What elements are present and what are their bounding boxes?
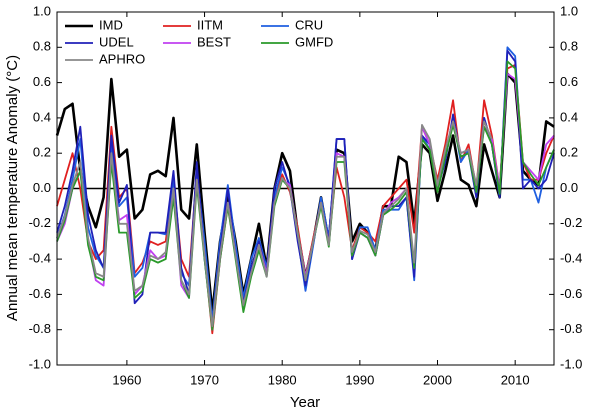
legend-label: IITM [197, 17, 223, 32]
x-tick-label: 1970 [190, 372, 219, 387]
y-tick-label: -0.4 [29, 251, 51, 266]
y2-tick-label: 0.0 [560, 180, 578, 195]
y-tick-label: -0.8 [29, 321, 51, 336]
y2-tick-label: -0.6 [560, 286, 582, 301]
x-tick-label: 2010 [501, 372, 530, 387]
y2-tick-label: -0.2 [560, 215, 582, 230]
legend-label: UDEL [99, 34, 134, 49]
y-tick-label: 0.8 [33, 39, 51, 54]
x-tick-label: 1990 [345, 372, 374, 387]
x-tick-label: 2000 [423, 372, 452, 387]
y-tick-label: -0.6 [29, 286, 51, 301]
plot-frame [56, 11, 555, 366]
y2-tick-label: 0.8 [560, 39, 578, 54]
y2-tick-label: -0.4 [560, 251, 582, 266]
y-tick-label: 0.0 [33, 180, 51, 195]
y-tick-label: 0.4 [33, 109, 51, 124]
legend-label: GMFD [295, 34, 333, 49]
y2-tick-label: 0.2 [560, 145, 578, 160]
legend-label: CRU [295, 17, 323, 32]
y-tick-label: -1.0 [29, 356, 51, 371]
series-line [56, 120, 493, 328]
x-axis-label: Year [290, 394, 320, 411]
legend-label: APHRO [99, 51, 145, 66]
legend-label: BEST [197, 34, 231, 49]
y2-tick-label: -0.8 [560, 321, 582, 336]
y2-tick-label: -1.0 [560, 356, 582, 371]
y-axis-label: Annual mean temperature Anomaly (°C) [4, 55, 21, 321]
y-tick-label: 0.6 [33, 74, 51, 89]
x-tick-label: 1980 [268, 372, 297, 387]
y-tick-label: 1.0 [33, 3, 51, 18]
y-tick-label: -0.2 [29, 215, 51, 230]
y2-tick-label: 0.6 [560, 74, 578, 89]
x-tick-label: 1960 [112, 372, 141, 387]
legend-label: IMD [99, 17, 123, 32]
y2-tick-label: 0.4 [560, 109, 578, 124]
y2-tick-label: 1.0 [560, 3, 578, 18]
y-tick-label: 0.2 [33, 145, 51, 160]
